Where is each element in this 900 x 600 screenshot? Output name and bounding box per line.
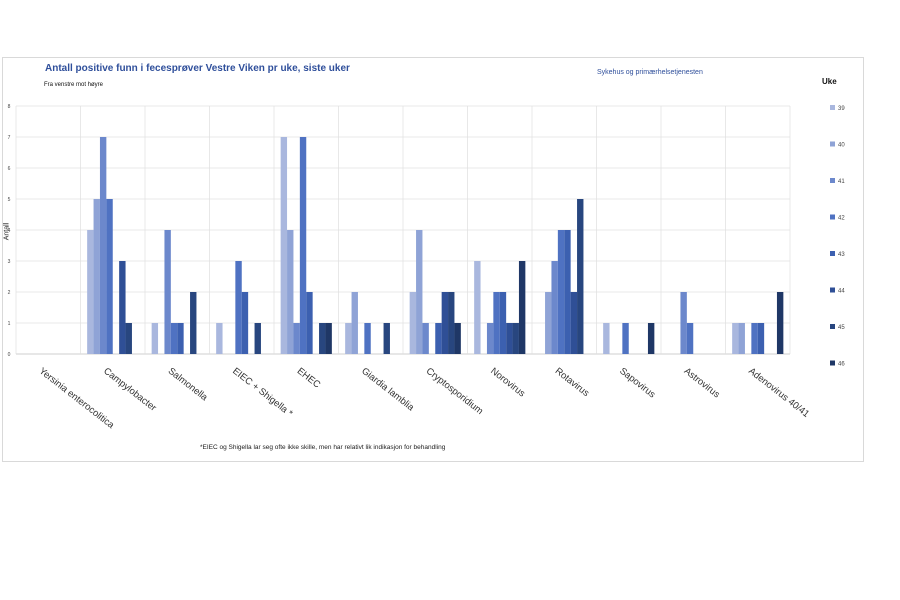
bar-45-5 [383, 323, 390, 354]
bar-42-5 [364, 323, 371, 354]
bar-42-9 [622, 323, 629, 354]
legend-swatch-41 [830, 178, 835, 183]
y-tick-label: 6 [8, 166, 11, 172]
x-tick-label: EIEC + Shigella * [230, 366, 295, 420]
legend-label-42: 42 [838, 216, 845, 222]
bar-39-4 [280, 137, 288, 354]
chart-frame [2, 57, 864, 462]
bar-41-7 [486, 323, 494, 354]
y-tick-label: 3 [8, 259, 11, 265]
bar-45-6 [448, 292, 455, 354]
x-tick-label: Norovirus [488, 366, 527, 400]
bar-46-6 [454, 323, 461, 354]
y-tick-label: 8 [8, 104, 11, 110]
bar-42-4 [299, 137, 307, 354]
bar-45-1 [125, 323, 132, 354]
legend-label-43: 43 [838, 252, 845, 258]
x-tick-label: EHEC [295, 366, 323, 391]
bar-44-6 [441, 292, 449, 354]
bar-45-8 [577, 199, 584, 354]
bar-40-8 [545, 292, 552, 354]
x-tick-label: Giardia lamblia [359, 366, 416, 414]
bar-41-8 [551, 261, 558, 354]
bar-44-1 [119, 261, 126, 354]
bar-41-6 [422, 323, 429, 354]
legend-label-45: 45 [838, 325, 845, 331]
bar-42-3 [235, 261, 242, 354]
legend-swatch-45 [830, 324, 835, 329]
bar-45-7 [512, 323, 519, 354]
chart-title: Antall positive funn i fecesprøver Vestr… [45, 63, 350, 74]
bar-39-7 [474, 261, 481, 354]
bar-43-4 [306, 292, 313, 354]
bar-42-7 [493, 292, 500, 354]
bar-42-1 [106, 199, 113, 354]
bar-40-6 [416, 230, 423, 354]
y-tick-label: 4 [8, 228, 11, 234]
bar-43-11 [757, 323, 765, 354]
chart-subtitle-left: Fra venstre mot høyre [44, 82, 104, 88]
bar-40-5 [351, 292, 358, 354]
x-tick-label: Salmonella [166, 366, 210, 404]
y-tick-label: 7 [8, 135, 11, 141]
x-tick-label: Astrovirus [682, 366, 722, 401]
bar-39-11 [732, 323, 739, 354]
bar-42-11 [751, 323, 758, 354]
bar-42-10 [686, 323, 694, 354]
bar-40-1 [93, 199, 100, 354]
bar-45-2 [190, 292, 197, 354]
x-tick-label: Campylobacter [101, 366, 158, 414]
x-tick-label: Sapovirus [617, 366, 657, 401]
bar-46-9 [647, 323, 655, 354]
y-tick-label: 1 [8, 321, 11, 327]
x-tick-label: Adenovirus 40/41 [746, 366, 811, 420]
chart-subtitle-right: Sykehus og primærhelsetjenesten [597, 69, 703, 76]
bar-44-7 [506, 323, 513, 354]
bar-43-8 [564, 230, 571, 354]
x-tick-label: Rotavirus [553, 366, 592, 400]
bar-39-6 [409, 292, 417, 354]
bar-39-3 [216, 323, 223, 354]
legend-label-44: 44 [838, 289, 845, 295]
bar-42-2 [170, 323, 178, 354]
bar-43-2 [177, 323, 184, 354]
bar-41-2 [164, 230, 171, 354]
bar-43-6 [435, 323, 442, 354]
legend-label-39: 39 [838, 106, 845, 112]
y-tick-label: 5 [8, 197, 11, 203]
bar-39-2 [151, 323, 159, 354]
chart-footnote: *EIEC og Shigella lar seg ofte ikke skil… [200, 444, 446, 451]
bar-45-3 [254, 323, 261, 354]
legend-swatch-40 [830, 141, 835, 147]
legend-swatch-46 [830, 360, 835, 366]
bar-43-3 [241, 292, 249, 354]
bar-44-8 [570, 292, 578, 354]
bar-40-11 [738, 323, 745, 354]
bar-41-4 [293, 323, 300, 354]
y-tick-label: 0 [8, 352, 11, 358]
bar-42-8 [557, 230, 565, 354]
legend-label-41: 41 [838, 179, 845, 185]
legend-label-40: 40 [838, 143, 845, 149]
bar-46-11 [776, 292, 784, 354]
y-tick-label: 2 [8, 290, 11, 296]
bar-46-4 [325, 323, 332, 354]
legend-label-46: 46 [838, 362, 845, 368]
bar-45-4 [319, 323, 326, 354]
legend-swatch-42 [830, 214, 835, 220]
bar-39-1 [87, 230, 94, 354]
legend-swatch-43 [830, 251, 835, 256]
x-tick-label: Cryptosporidium [424, 366, 485, 417]
bar-41-10 [680, 292, 687, 354]
legend-swatch-44 [830, 287, 835, 293]
bar-39-5 [345, 323, 352, 354]
legend-title: Uke [822, 77, 837, 86]
bar-46-7 [518, 261, 526, 354]
bar-40-4 [287, 230, 294, 354]
bar-39-9 [603, 323, 610, 354]
legend-swatch-39 [830, 105, 835, 110]
bar-41-1 [99, 137, 107, 354]
bar-43-7 [499, 292, 507, 354]
